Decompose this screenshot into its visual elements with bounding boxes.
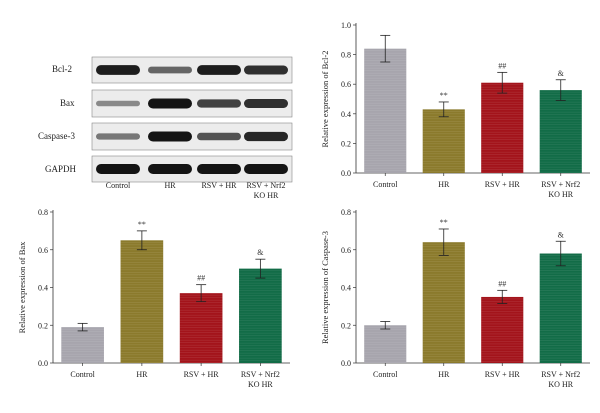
bar-1: [120, 240, 164, 363]
lane-label-rsv-nrf2-ko-hr: RSV + Nrf2: [246, 181, 285, 190]
y-tick-label: 0.0: [38, 359, 48, 368]
bar-0: [364, 325, 407, 363]
blot-band: [197, 65, 241, 75]
x-tick-label-line2: KO HR: [548, 380, 573, 389]
x-tick-label: Control: [373, 180, 398, 189]
y-tick-label: 0.6: [341, 246, 351, 255]
bar-3: [539, 90, 582, 173]
blot-band: [96, 133, 140, 140]
y-tick-label: 1.0: [341, 21, 351, 30]
y-tick-label: 0.0: [341, 169, 351, 178]
blot-band: [96, 100, 140, 107]
significance-marker: &: [558, 69, 565, 78]
blot-band: [244, 65, 288, 75]
bar-2: [481, 82, 524, 173]
blot-band: [148, 98, 192, 109]
bar-1: [422, 109, 465, 173]
y-axis-label: Relative expression of Bcl-2: [320, 50, 330, 147]
significance-marker: ##: [498, 61, 506, 70]
blot-band: [244, 99, 288, 108]
blot-band: [96, 65, 140, 75]
y-axis-label: Relative expression of Caspase-3: [320, 231, 330, 344]
y-tick-label: 0.2: [341, 139, 351, 148]
blot-lane-labels: Control HR RSV + HR RSV + Nrf2 KO HR: [106, 181, 286, 200]
y-tick-label: 0.6: [341, 80, 351, 89]
x-tick-label: HR: [438, 180, 450, 189]
x-tick-label: HR: [136, 370, 148, 379]
x-tick-label-line2: KO HR: [548, 190, 573, 199]
y-tick-label: 0.0: [341, 359, 351, 368]
lane-label-hr: HR: [164, 181, 176, 190]
blot-band: [148, 66, 192, 74]
bcl2-bar-chart: 0.0 0.2 0.4 0.6 0.8 1.0 Relative expression of…: [320, 21, 590, 199]
bax-bar-chart: 0.0 0.2 0.4 0.6 0.8 Relative expression of Ba…: [17, 208, 290, 389]
bar-0: [61, 327, 104, 363]
bar-3: [239, 268, 282, 363]
bar-3: [539, 253, 582, 363]
y-tick-label: 0.8: [341, 208, 351, 217]
x-tick-label: RSV + HR: [485, 370, 521, 379]
blot-label-bax: Bax: [60, 98, 75, 108]
blot-band: [197, 132, 241, 141]
y-tick-label: 0.4: [341, 110, 351, 119]
bar-2: [179, 293, 223, 363]
blot-band: [96, 164, 140, 174]
blot-band: [197, 164, 241, 174]
significance-marker: **: [138, 220, 146, 229]
western-blot-panel: Bcl-2 Bax Caspase-3 GAPDH Control HR RSV…: [38, 56, 293, 200]
y-tick-label: 0.8: [38, 208, 48, 217]
bar-1: [422, 242, 465, 363]
significance-marker: ##: [498, 279, 506, 288]
bar-2: [481, 296, 524, 363]
significance-marker: **: [440, 91, 448, 100]
x-tick-label: Control: [70, 370, 95, 379]
y-tick-label: 0.8: [341, 51, 351, 60]
x-tick-label: RSV + Nrf2: [541, 180, 580, 189]
lane-label-rsv-hr: RSV + HR: [201, 181, 237, 190]
significance-marker: ##: [197, 274, 205, 283]
x-tick-label: RSV + Nrf2: [541, 370, 580, 379]
x-tick-label: Control: [373, 370, 398, 379]
x-tick-label: HR: [438, 370, 450, 379]
significance-marker: **: [440, 218, 448, 227]
blot-strips: [91, 56, 293, 183]
significance-marker: &: [257, 248, 264, 257]
blot-label-bcl2: Bcl-2: [52, 64, 72, 74]
blot-band: [148, 164, 192, 174]
blot-label-gapdh: GAPDH: [45, 164, 77, 174]
x-tick-label: RSV + HR: [485, 180, 521, 189]
y-axis-label: Relative expression of Bax: [17, 241, 27, 334]
bar-0: [364, 48, 407, 173]
lane-label-control: Control: [106, 181, 131, 190]
y-tick-label: 0.4: [341, 284, 351, 293]
y-tick-label: 0.4: [38, 284, 48, 293]
blot-band: [244, 131, 288, 142]
x-tick-label: RSV + Nrf2: [241, 370, 280, 379]
blot-band: [148, 131, 192, 142]
y-tick-label: 0.2: [341, 321, 351, 330]
blot-band: [244, 164, 288, 174]
significance-marker: &: [558, 230, 565, 239]
blot-band: [197, 99, 241, 108]
x-tick-label-line2: KO HR: [248, 380, 273, 389]
caspase3-bar-chart: 0.0 0.2 0.4 0.6 0.8 Relative expression of Ca…: [320, 208, 590, 389]
y-tick-label: 0.2: [38, 321, 48, 330]
x-tick-label: RSV + HR: [184, 370, 220, 379]
y-tick-label: 0.6: [38, 246, 48, 255]
blot-label-caspase3: Caspase-3: [38, 131, 75, 141]
lane-label-rsv-nrf2-ko-hr-line2: KO HR: [254, 191, 279, 200]
